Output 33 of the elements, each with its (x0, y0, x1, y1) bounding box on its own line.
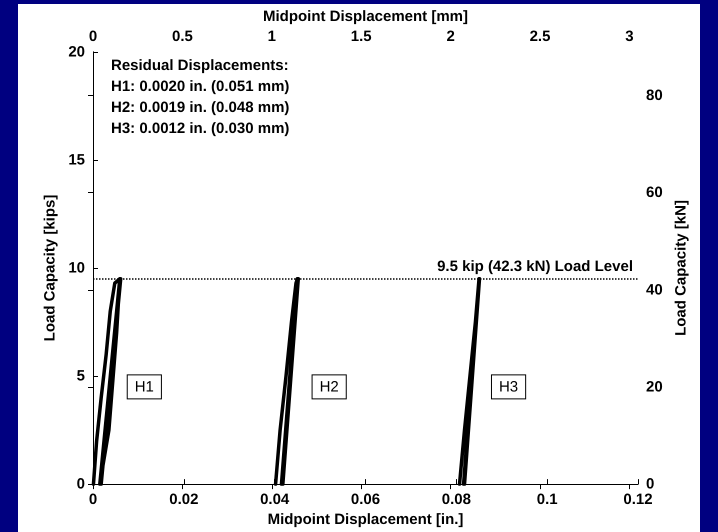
annotation: H3 (498, 378, 518, 396)
x2-tick-label: 1.5 (350, 28, 372, 45)
y2-tick-label: 40 (646, 281, 663, 298)
y-tick-label: 0 (76, 476, 85, 493)
x2-tick-label: 2 (446, 28, 455, 45)
y2-tick-label: 80 (646, 86, 663, 104)
y2-tick-label: 0 (646, 476, 654, 493)
annotation: H2 (320, 378, 339, 396)
x2-tick-label: 0.5 (172, 28, 193, 45)
x2-tick-label: 2.5 (530, 28, 550, 45)
y2-tick-label: 20 (646, 378, 663, 396)
x-tick-label: 0.02 (169, 491, 198, 508)
x-tick-label: 0.08 (442, 491, 471, 508)
y-tick-label: 20 (68, 43, 85, 60)
y-tick-label: 15 (68, 151, 85, 168)
ref-line-label: 9.5 kip (42.3 kN) Load Level (437, 258, 633, 275)
x-axis-title: Midpoint Displacement [in.] (268, 511, 464, 528)
x-tick-label: 0.1 (536, 491, 558, 508)
x2-tick-label: 3 (625, 28, 634, 45)
y2-axis-title: Load Capacity [kN] (672, 200, 690, 336)
x-tick-label: 0.04 (260, 491, 290, 508)
y-axis-title: Load Capacity [kips] (41, 194, 58, 342)
x-tick-label: 0 (88, 491, 98, 508)
annotation: Residual Displacements: H1: 0.0020 in. (0.051 mm) H2: 0.0019 in. (0.048 mm) H3: 0.0012 in. (0.030 mm) (111, 57, 290, 137)
y2-tick-label: 60 (646, 184, 663, 202)
x2-tick-label: 0 (88, 28, 98, 45)
x2-tick-label: 1 (268, 28, 276, 45)
y-tick-label: 5 (76, 368, 85, 385)
y-tick-label: 10 (68, 260, 85, 276)
annotation: H1 (134, 378, 154, 396)
x-tick-label: 0.06 (350, 491, 380, 508)
x-tick-label: 0.12 (623, 491, 653, 508)
x2-axis-title: Midpoint Displacement [mm] (262, 8, 468, 25)
